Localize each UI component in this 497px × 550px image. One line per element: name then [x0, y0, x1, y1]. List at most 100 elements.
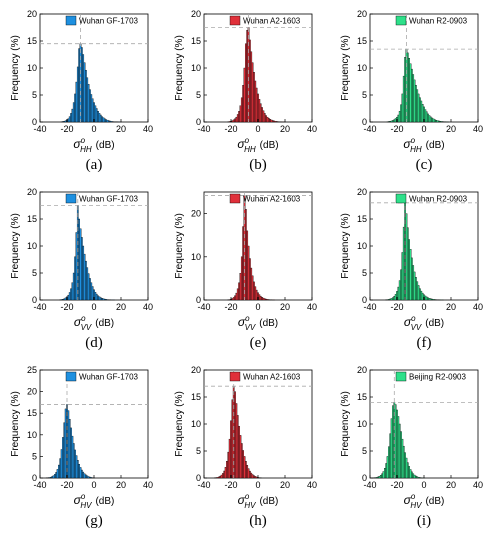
histogram-bar — [238, 111, 240, 123]
x-tick-label: -20 — [224, 480, 237, 490]
histogram-bar — [389, 298, 392, 301]
histogram-bar — [91, 98, 94, 123]
histogram-bar — [393, 119, 396, 123]
histogram-bar — [239, 105, 242, 123]
legend-label: Beijing R2-0903 — [409, 373, 466, 382]
x-tick-label: 20 — [446, 302, 456, 312]
histogram-bar — [81, 47, 83, 123]
histogram-bar — [89, 278, 91, 301]
panel-g: -40 -20 0 20 40 0 5 10 15 20 25 Frequency (%) σo HV (d… — [10, 365, 153, 529]
histogram-bar — [404, 57, 406, 123]
histogram-bar — [377, 476, 379, 479]
sigma-superscript: o — [245, 492, 250, 501]
x-tick-label: 40 — [307, 124, 317, 134]
histogram-bar — [400, 431, 402, 479]
histogram-bar — [397, 286, 400, 301]
panel-d: -40 -20 0 20 40 0 5 10 15 20 Frequency (%) σo VV (dB)… — [10, 187, 153, 351]
sigma-symbol: σ — [403, 137, 411, 151]
histogram-bar — [78, 48, 80, 123]
unit-label: (dB) — [96, 140, 115, 151]
histogram-bar — [401, 438, 404, 479]
y-axis-label: Frequency (%) — [340, 213, 351, 279]
histogram-bar — [265, 115, 267, 123]
histogram-bar — [251, 62, 254, 123]
x-tick-label: 0 — [91, 302, 96, 312]
histogram-bar — [408, 466, 411, 479]
histogram-bar — [400, 269, 402, 301]
histogram-bar — [83, 473, 86, 479]
histogram-bar — [245, 461, 247, 479]
histogram-bar — [410, 257, 413, 301]
histogram-bar — [98, 296, 101, 301]
histogram-bar — [378, 476, 381, 479]
histogram-bar — [397, 114, 400, 123]
legend-label: Wuhan A2-1603 — [243, 195, 301, 204]
histogram-bar — [89, 476, 91, 479]
x-tick-label: 0 — [255, 302, 260, 312]
histogram-bar — [53, 474, 56, 479]
x-axis-label: σo VV (dB) — [404, 314, 444, 332]
y-tick-label: 0 — [32, 295, 37, 305]
histogram-bar — [82, 245, 85, 301]
histogram-bar — [87, 273, 90, 301]
unit-label: (dB) — [95, 496, 114, 507]
panel-label: (e) — [250, 335, 267, 351]
histogram-bar — [262, 110, 265, 123]
histogram-bar — [74, 449, 76, 479]
legend-swatch — [395, 193, 407, 204]
histogram-bar — [249, 39, 251, 123]
x-tick-label: -20 — [60, 302, 73, 312]
histogram-bar — [394, 118, 397, 123]
histogram-bar — [232, 297, 235, 301]
histogram-bar — [110, 121, 113, 123]
histogram-bar — [231, 120, 234, 123]
histogram-bar — [60, 449, 63, 479]
histogram-bar — [56, 469, 59, 479]
histogram-bar — [64, 408, 67, 479]
y-tick-label: 10 — [357, 241, 367, 251]
polarization-subscript: HH — [244, 145, 256, 154]
histogram-bar — [429, 116, 432, 123]
y-tick-label: 15 — [357, 392, 367, 402]
histogram-bar — [246, 30, 249, 123]
histogram-bar — [389, 121, 392, 123]
polarization-subscript: VV — [245, 323, 256, 332]
x-tick-label: 20 — [116, 302, 126, 312]
histogram-bar — [271, 120, 274, 123]
histogram-bar — [402, 445, 405, 479]
histogram-bar — [105, 299, 107, 301]
x-tick-label: 40 — [143, 480, 153, 490]
x-tick-label: -40 — [33, 124, 46, 134]
polarization-subscript: HV — [80, 501, 92, 510]
plot-frame — [39, 191, 149, 301]
histogram-bar — [87, 476, 90, 479]
x-tick-label: 40 — [473, 124, 483, 134]
histogram-bar — [245, 43, 247, 123]
histogram-bar — [432, 118, 435, 123]
x-tick-label: 20 — [280, 124, 290, 134]
histogram-bar — [70, 288, 72, 301]
x-axis-label: σo HH (dB) — [403, 136, 444, 154]
histogram-bar — [255, 476, 258, 479]
histogram-bar — [259, 295, 262, 301]
histogram-bar — [408, 239, 411, 301]
panel-f: -40 -20 0 20 40 0 5 10 15 20 Frequency (%) σo VV (dB)… — [340, 187, 483, 351]
histogram-bar — [82, 54, 85, 123]
y-axis-label: Frequency (%) — [10, 391, 21, 457]
histogram-bar — [81, 469, 83, 479]
x-tick-label: -20 — [390, 480, 403, 490]
histogram-bar — [246, 230, 249, 301]
y-tick-label: 10 — [27, 63, 37, 73]
sigma-symbol: σ — [74, 315, 82, 329]
histogram-bar — [94, 291, 97, 301]
y-axis-label: Frequency (%) — [10, 213, 21, 279]
histogram-bar — [85, 260, 87, 301]
histogram-bar — [274, 121, 277, 123]
histogram-bar — [216, 477, 219, 479]
histogram-bar — [238, 425, 240, 479]
histogram-bar — [64, 120, 67, 123]
histogram-bar — [419, 288, 421, 301]
y-tick-label: 20 — [357, 365, 367, 375]
polarization-subscript: VV — [81, 323, 92, 332]
histogram-bar — [234, 118, 236, 123]
